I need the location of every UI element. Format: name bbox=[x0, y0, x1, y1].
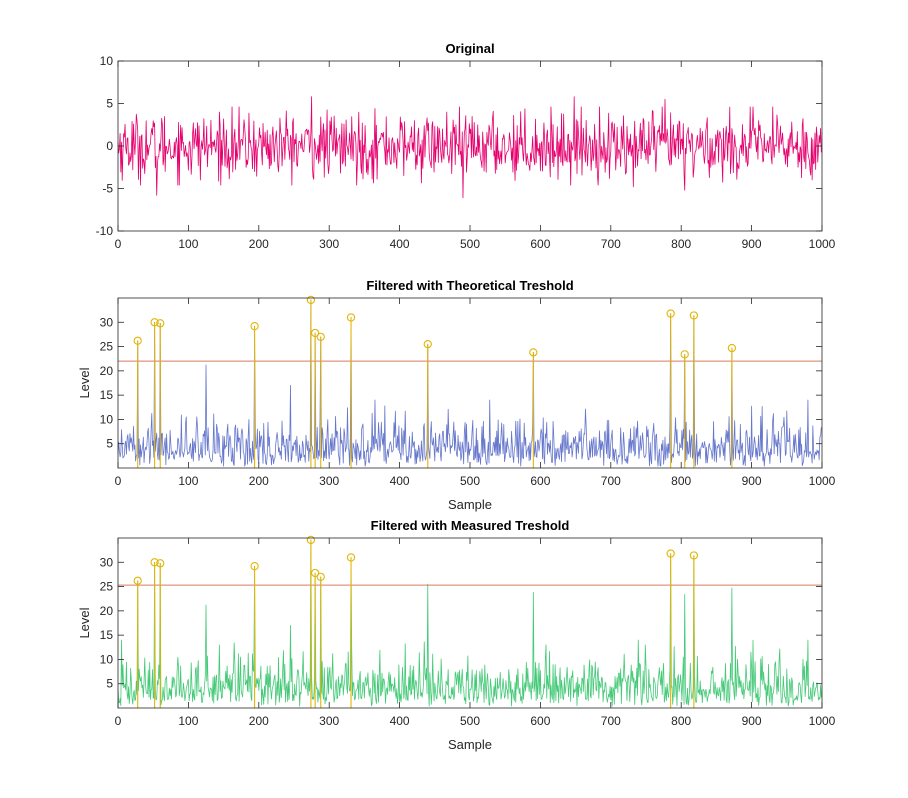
x-tick-label: 500 bbox=[460, 714, 480, 728]
x-tick-label: 200 bbox=[249, 237, 269, 251]
x-tick-label: 900 bbox=[742, 714, 762, 728]
x-tick-label: 1000 bbox=[809, 474, 836, 488]
plot-area bbox=[118, 538, 822, 708]
y-tick-label: 5 bbox=[106, 437, 113, 451]
signal-line-measured bbox=[117, 539, 822, 707]
peak-marker bbox=[306, 535, 316, 545]
y-tick-label: -5 bbox=[102, 182, 113, 196]
y-tick-label: 10 bbox=[100, 652, 114, 666]
peak-marker bbox=[316, 332, 325, 342]
peak-marker bbox=[689, 551, 699, 560]
x-tick-label: 600 bbox=[530, 474, 550, 488]
peak-marker bbox=[680, 350, 689, 359]
x-tick-label: 700 bbox=[601, 474, 621, 488]
y-axis-label: Level bbox=[77, 367, 92, 398]
x-tick-label: 200 bbox=[249, 714, 269, 728]
peak-marker bbox=[423, 339, 432, 349]
peak-marker bbox=[666, 309, 675, 318]
x-tick-label: 1000 bbox=[809, 237, 836, 251]
x-tick-label: 600 bbox=[530, 714, 550, 728]
x-tick-label: 200 bbox=[249, 474, 269, 488]
chart-title: Original bbox=[445, 41, 494, 56]
plot-area bbox=[118, 298, 822, 468]
y-tick-label: 5 bbox=[106, 97, 113, 111]
peak-marker bbox=[346, 313, 356, 322]
peak-marker bbox=[316, 572, 325, 582]
peak-marker bbox=[689, 311, 699, 320]
y-tick-label: -10 bbox=[96, 224, 114, 238]
peak-marker bbox=[250, 322, 259, 331]
chart-panel-theoretical: 0 100 200 300 400 500 600 700 800 900 1000 5 10 15 20 2… bbox=[77, 278, 836, 512]
x-tick-label: 400 bbox=[390, 474, 410, 488]
chart-panel-original: 0 100 200 300 400 500 600 700 800 900 1000 -10 -5 0 5 1… bbox=[96, 41, 836, 251]
chart-title: Filtered with Measured Treshold bbox=[371, 518, 570, 533]
peak-marker bbox=[727, 343, 737, 353]
chart-title: Filtered with Theoretical Treshold bbox=[366, 278, 573, 293]
x-tick-label: 800 bbox=[671, 237, 691, 251]
peak-marker bbox=[133, 336, 142, 345]
x-tick-label: 100 bbox=[178, 474, 198, 488]
peak-marker bbox=[156, 319, 165, 328]
x-tick-label: 100 bbox=[178, 237, 198, 251]
x-tick-label: 900 bbox=[742, 474, 762, 488]
peak-marker bbox=[310, 328, 320, 338]
x-axis-label: Sample bbox=[448, 497, 492, 512]
x-tick-label: 100 bbox=[178, 714, 198, 728]
y-axis-label: Level bbox=[77, 607, 92, 638]
y-tick-label: 30 bbox=[100, 315, 114, 329]
x-axis-label: Sample bbox=[448, 737, 492, 752]
signal-line-theoretical bbox=[117, 299, 822, 467]
x-tick-label: 0 bbox=[115, 237, 122, 251]
peak-marker bbox=[666, 549, 675, 558]
x-tick-label: 500 bbox=[460, 237, 480, 251]
peak-marker bbox=[150, 318, 159, 327]
x-tick-label: 500 bbox=[460, 474, 480, 488]
x-tick-label: 300 bbox=[319, 237, 339, 251]
x-tick-label: 600 bbox=[530, 237, 550, 251]
peak-marker bbox=[156, 559, 165, 568]
y-tick-label: 10 bbox=[100, 54, 114, 68]
peak-marker bbox=[310, 568, 320, 578]
peak-marker bbox=[529, 348, 538, 357]
x-tick-label: 800 bbox=[671, 474, 691, 488]
y-tick-label: 15 bbox=[100, 388, 114, 402]
peak-marker bbox=[346, 553, 356, 562]
y-tick-label: 25 bbox=[100, 580, 114, 594]
x-tick-label: 300 bbox=[319, 474, 339, 488]
x-tick-label: 900 bbox=[742, 237, 762, 251]
y-tick-label: 25 bbox=[100, 340, 114, 354]
y-tick-label: 20 bbox=[100, 364, 114, 378]
peak-marker bbox=[133, 576, 142, 585]
x-tick-label: 0 bbox=[115, 474, 122, 488]
x-tick-label: 400 bbox=[390, 714, 410, 728]
x-tick-label: 800 bbox=[671, 714, 691, 728]
y-tick-label: 0 bbox=[106, 139, 113, 153]
x-tick-label: 300 bbox=[319, 714, 339, 728]
x-tick-label: 700 bbox=[601, 237, 621, 251]
y-tick-label: 20 bbox=[100, 604, 114, 618]
y-tick-label: 30 bbox=[100, 555, 114, 569]
peak-marker bbox=[250, 562, 259, 571]
signal-line-original bbox=[117, 96, 822, 199]
x-tick-label: 400 bbox=[390, 237, 410, 251]
x-tick-label: 1000 bbox=[809, 714, 836, 728]
y-tick-label: 15 bbox=[100, 628, 114, 642]
peak-marker bbox=[306, 295, 316, 305]
y-tick-label: 5 bbox=[106, 677, 113, 691]
x-tick-label: 0 bbox=[115, 714, 122, 728]
y-tick-label: 10 bbox=[100, 412, 114, 426]
peak-marker bbox=[150, 558, 159, 567]
x-tick-label: 700 bbox=[601, 714, 621, 728]
chart-panel-measured: 0 100 200 300 400 500 600 700 800 900 1000 5 10 15 20 2… bbox=[77, 518, 836, 752]
